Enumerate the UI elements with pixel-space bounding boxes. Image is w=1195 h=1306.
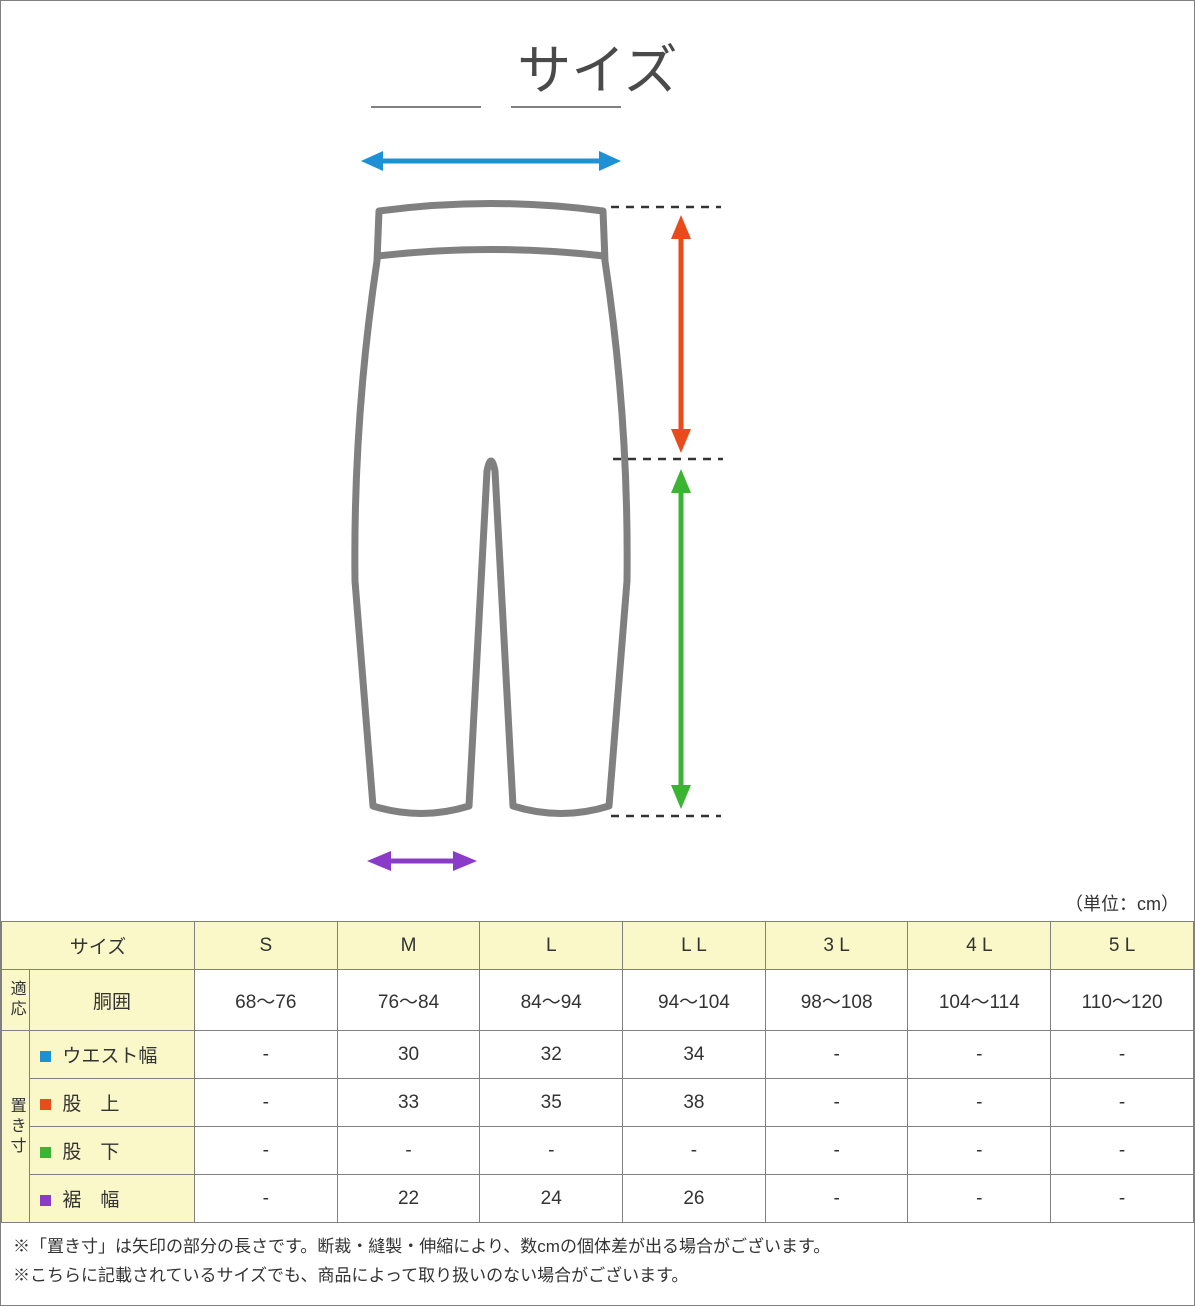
flat-section-header: 置き寸 bbox=[2, 1031, 30, 1223]
cell: - bbox=[908, 1079, 1051, 1127]
cell: - bbox=[194, 1079, 337, 1127]
cell: 110～120 bbox=[1051, 970, 1194, 1031]
cell: 24 bbox=[480, 1175, 623, 1223]
cell: - bbox=[765, 1031, 908, 1079]
footnotes: ※「置き寸」は矢印の部分の長さです。断裁・縫製・伸縮により、数cmの個体差が出る… bbox=[1, 1223, 1194, 1305]
cell: 30 bbox=[337, 1031, 480, 1079]
table-row: 適応 胴囲 68～76 76～84 84～94 94～104 98～108 10… bbox=[2, 970, 1194, 1031]
cell: - bbox=[480, 1127, 623, 1175]
cell: - bbox=[623, 1127, 766, 1175]
row-label-text: ウエスト幅 bbox=[62, 1046, 157, 1067]
cell: - bbox=[1051, 1031, 1194, 1079]
cell: - bbox=[194, 1175, 337, 1223]
cell: - bbox=[908, 1175, 1051, 1223]
rise-arrow-icon bbox=[671, 215, 691, 453]
footnote-line: ※「置き寸」は矢印の部分の長さです。断裁・縫製・伸縮により、数cmの個体差が出る… bbox=[13, 1233, 1182, 1262]
unit-label: （単位：cm） bbox=[1065, 890, 1179, 916]
size-table: サイズ S M L L L 3 L 4 L 5 L 適応 胴囲 68～76 76… bbox=[1, 921, 1194, 1223]
cell: - bbox=[1051, 1079, 1194, 1127]
marker-icon bbox=[40, 1147, 51, 1158]
size-col-header: 4 L bbox=[908, 922, 1051, 970]
cell: - bbox=[337, 1127, 480, 1175]
title: サイズ bbox=[517, 26, 677, 105]
table-row: 股 下 - - - - - - - bbox=[2, 1127, 1194, 1175]
title-underline bbox=[371, 106, 481, 108]
size-col-header: 5 L bbox=[1051, 922, 1194, 970]
cell: 94～104 bbox=[623, 970, 766, 1031]
cell: 98～108 bbox=[765, 970, 908, 1031]
size-chart-container: サイズ bbox=[0, 0, 1195, 1306]
table-row: 裾 幅 - 22 24 26 - - - bbox=[2, 1175, 1194, 1223]
size-col-header: L L bbox=[623, 922, 766, 970]
cell: 33 bbox=[337, 1079, 480, 1127]
marker-icon bbox=[40, 1099, 51, 1110]
row-label-girth: 胴囲 bbox=[30, 970, 195, 1031]
marker-icon bbox=[40, 1195, 51, 1206]
row-label-inseam: 股 下 bbox=[30, 1127, 195, 1175]
cell: - bbox=[1051, 1175, 1194, 1223]
diagram-area: サイズ bbox=[1, 1, 1194, 921]
cell: 104～114 bbox=[908, 970, 1051, 1031]
hem-arrow-icon bbox=[367, 851, 477, 871]
cell: 22 bbox=[337, 1175, 480, 1223]
cell: - bbox=[194, 1127, 337, 1175]
title-underline bbox=[511, 106, 621, 108]
cell: 34 bbox=[623, 1031, 766, 1079]
cell: - bbox=[1051, 1127, 1194, 1175]
cell: 84～94 bbox=[480, 970, 623, 1031]
size-col-header: 3 L bbox=[765, 922, 908, 970]
cell: - bbox=[908, 1127, 1051, 1175]
size-col-header: L bbox=[480, 922, 623, 970]
cell: 26 bbox=[623, 1175, 766, 1223]
cell: 76～84 bbox=[337, 970, 480, 1031]
table-header-row: サイズ S M L L L 3 L 4 L 5 L bbox=[2, 922, 1194, 970]
pants-diagram bbox=[1, 121, 1195, 911]
table-row: 置き寸 ウエスト幅 - 30 32 34 - - - bbox=[2, 1031, 1194, 1079]
cell: - bbox=[765, 1175, 908, 1223]
footnote-line: ※こちらに記載されているサイズでも、商品によって取り扱いのない場合がございます。 bbox=[13, 1262, 1182, 1291]
cell: - bbox=[194, 1031, 337, 1079]
size-col-header: S bbox=[194, 922, 337, 970]
inseam-arrow-icon bbox=[671, 469, 691, 809]
row-label-waist: ウエスト幅 bbox=[30, 1031, 195, 1079]
cell: 32 bbox=[480, 1031, 623, 1079]
row-label-text: 股 上 bbox=[62, 1094, 119, 1115]
cell: - bbox=[765, 1127, 908, 1175]
fit-section-header: 適応 bbox=[2, 970, 30, 1031]
table-row: 股 上 - 33 35 38 - - - bbox=[2, 1079, 1194, 1127]
cell: - bbox=[908, 1031, 1051, 1079]
row-label-text: 裾 幅 bbox=[62, 1190, 119, 1211]
cell: 68～76 bbox=[194, 970, 337, 1031]
waist-arrow-icon bbox=[361, 151, 621, 171]
row-label-hem: 裾 幅 bbox=[30, 1175, 195, 1223]
marker-icon bbox=[40, 1051, 51, 1062]
cell: 35 bbox=[480, 1079, 623, 1127]
size-col-header: M bbox=[337, 922, 480, 970]
row-label-rise: 股 上 bbox=[30, 1079, 195, 1127]
size-header: サイズ bbox=[2, 922, 195, 970]
cell: 38 bbox=[623, 1079, 766, 1127]
row-label-text: 股 下 bbox=[62, 1142, 119, 1163]
pants-icon bbox=[355, 204, 627, 814]
cell: - bbox=[765, 1079, 908, 1127]
